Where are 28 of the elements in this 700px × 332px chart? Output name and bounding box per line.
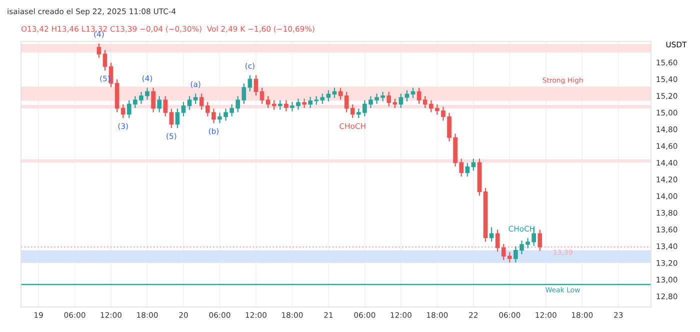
candlestick [326, 90, 331, 102]
candlestick [254, 75, 258, 96]
candlestick [538, 230, 542, 251]
candlestick [96, 43, 102, 58]
candlestick [175, 108, 180, 128]
candlestick [332, 88, 337, 98]
candlestick [350, 104, 355, 118]
candlestick [260, 88, 264, 104]
candlestick [108, 62, 114, 88]
candlestick [302, 98, 306, 108]
candlestick [157, 96, 162, 112]
candlestick [187, 96, 192, 110]
candlestick [248, 75, 252, 92]
candlestick [344, 92, 349, 112]
candlestick [193, 94, 198, 104]
candlestick [102, 50, 108, 70]
candlestick [181, 102, 186, 116]
candlestick [398, 94, 404, 108]
candlestick [410, 88, 416, 98]
candlestick [465, 162, 470, 177]
candlestick [266, 96, 270, 108]
candlestick [284, 100, 288, 112]
candlestick [320, 94, 325, 104]
candlestick [416, 88, 422, 104]
candlestick [404, 90, 410, 102]
candlestick [151, 88, 156, 112]
candlestick [495, 230, 500, 252]
candlestick [120, 104, 126, 118]
